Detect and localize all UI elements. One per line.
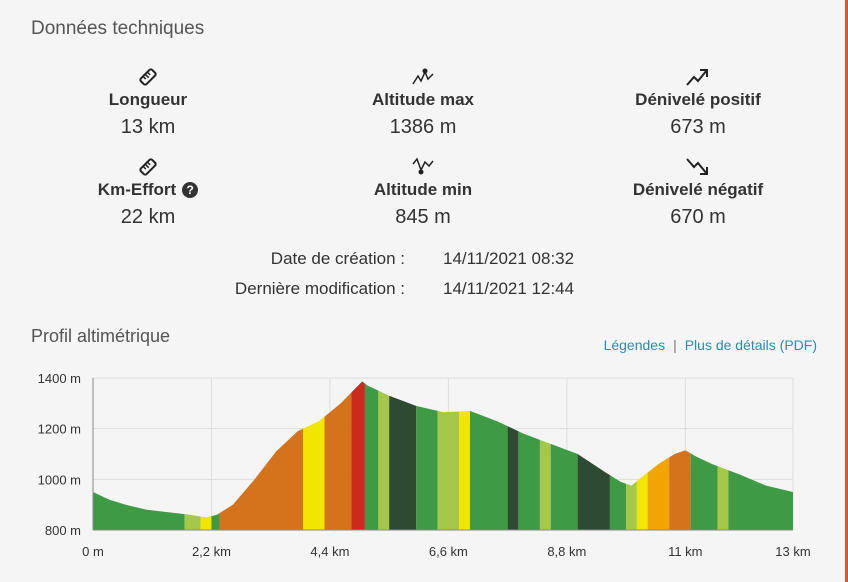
stat-length: Longueur 13 km <box>28 66 268 139</box>
link-separator: | <box>673 337 677 353</box>
profile-segment <box>647 457 670 530</box>
profile-segment <box>211 513 220 530</box>
x-tick-label: 8,8 km <box>547 544 586 559</box>
chart-axes <box>92 378 793 531</box>
profile-segment <box>728 470 793 530</box>
stat-label: Km-Effort <box>97 180 177 199</box>
x-tick-label: 13 km <box>775 544 810 559</box>
legend-link[interactable]: Légendes <box>603 337 666 353</box>
y-tick-label: 1400 m <box>38 371 81 386</box>
tech-section-title: Données techniques <box>31 18 205 39</box>
x-tick-labels: 0 m 2,2 km 4,4 km 6,6 km 8,8 km 11 km 13 km <box>82 544 811 559</box>
profile-segment <box>669 450 691 530</box>
profile-segment <box>690 453 718 530</box>
stat-label: Altitude min <box>373 180 473 199</box>
stat-altitude-min: Altitude min 845 m <box>303 156 543 229</box>
stat-km-effort: Km-Effort? 22 km <box>28 156 268 229</box>
stat-ascent: Dénivelé positif 673 m <box>578 66 818 139</box>
help-icon[interactable]: ? <box>182 182 199 198</box>
stat-value: 845 m <box>395 206 451 228</box>
profile-segment <box>93 492 185 530</box>
profile-segment <box>416 405 438 530</box>
profile-segment <box>507 426 519 530</box>
profile-segment <box>626 481 637 530</box>
stat-value: 22 km <box>120 206 176 228</box>
profile-segment <box>577 454 610 530</box>
profile-segment <box>437 410 460 530</box>
profile-segment <box>518 431 540 530</box>
profile-segment <box>609 475 627 530</box>
x-tick-label: 11 km <box>668 544 702 559</box>
y-tick-labels: 800 m 1000 m 1200 m 1400 m <box>38 371 81 538</box>
peak-min-icon <box>303 156 543 178</box>
y-tick-label: 1200 m <box>38 422 81 437</box>
profile-links: Légendes | Plus de détails (PDF) <box>604 337 817 353</box>
ruler-icon <box>28 66 268 88</box>
profile-segment <box>184 514 201 530</box>
profile-segment <box>539 439 551 530</box>
stat-label: Altitude max <box>371 90 475 109</box>
profile-segment <box>364 383 379 530</box>
stat-value: 1386 m <box>389 116 457 138</box>
profile-segment <box>324 392 352 530</box>
pdf-details-link[interactable]: Plus de détails (PDF) <box>684 337 817 353</box>
peak-max-icon <box>303 66 543 88</box>
elevation-profile-chart[interactable]: 800 m 1000 m 1200 m 1400 m 0 m 2,2 km 4,4 km 6… <box>0 360 848 582</box>
profile-segment <box>717 466 729 530</box>
profile-segment <box>351 381 365 530</box>
descent-icon <box>578 156 818 178</box>
x-tick-label: 0 m <box>82 544 104 559</box>
ruler-icon <box>28 156 268 178</box>
stat-value: 13 km <box>120 116 176 138</box>
profile-segment <box>219 428 303 530</box>
profile-segment <box>550 443 578 530</box>
x-tick-label: 2,2 km <box>192 544 231 559</box>
profile-segment <box>200 516 212 530</box>
stat-descent: Dénivelé négatif 670 m <box>578 156 818 229</box>
modified-value: 14/11/2021 12:44 <box>443 279 575 298</box>
profile-segment <box>389 395 417 530</box>
profile-segment <box>378 390 390 530</box>
y-tick-label: 1000 m <box>38 472 81 487</box>
stat-value: 670 m <box>670 206 726 228</box>
chart-bands <box>93 381 793 530</box>
x-tick-label: 6,6 km <box>429 544 468 559</box>
panel-right-border <box>845 0 848 582</box>
stat-label: Dénivelé négatif <box>632 180 764 199</box>
stat-label: Longueur <box>108 90 188 109</box>
stat-label: Dénivelé positif <box>635 90 761 109</box>
created-value: 14/11/2021 08:32 <box>443 249 575 268</box>
modified-label: Dernière modification : <box>234 279 405 298</box>
stat-value: 673 m <box>670 116 726 138</box>
ascent-icon <box>578 66 818 88</box>
profile-segment <box>469 410 508 530</box>
profile-section-title: Profil altimétrique <box>31 326 171 346</box>
profile-segment <box>303 416 325 530</box>
profile-segment <box>459 410 470 530</box>
created-label: Date de création : <box>270 249 405 268</box>
stat-altitude-max: Altitude max 1386 m <box>303 66 543 139</box>
x-tick-label: 4,4 km <box>310 544 349 559</box>
y-tick-label: 800 m <box>45 523 81 538</box>
profile-segment <box>636 472 648 530</box>
